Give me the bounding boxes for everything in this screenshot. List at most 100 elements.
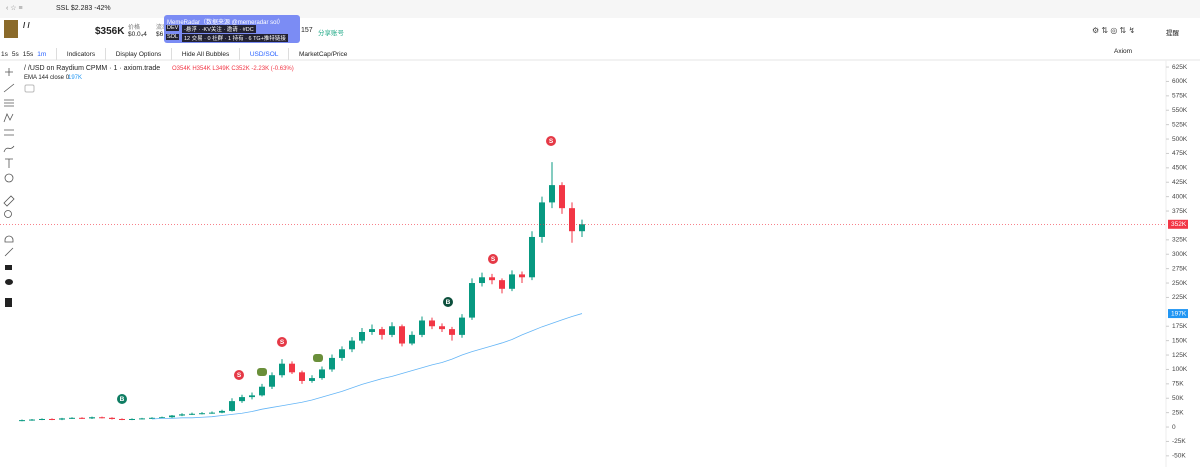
lock-drawing-tool[interactable] (4, 247, 14, 257)
text-tool[interactable] (5, 158, 13, 168)
y-tick-label: 575K (1172, 93, 1188, 100)
trade-bubble-label: S (280, 339, 285, 346)
header-icons: ⚙ ⇅ ◎ ⇅ ↯ (1092, 26, 1136, 35)
candle-body (289, 363, 295, 373)
candle-body (499, 280, 505, 289)
candle-body (249, 395, 255, 398)
interval[interactable]: 5s (11, 50, 19, 58)
candle-body (29, 419, 35, 421)
y-tick-label: 400K (1172, 193, 1188, 200)
collapse-button[interactable] (24, 84, 35, 93)
token-name: / / (23, 21, 30, 30)
chart-title: / /USD on Raydium CPMM · 1 · axiom.trade (24, 65, 161, 72)
mode-toggle[interactable]: MarketCap/Price (299, 50, 348, 58)
y-tick-label: 475K (1172, 150, 1188, 157)
zoom-tool[interactable] (4, 210, 12, 218)
interval[interactable]: 1m (37, 50, 47, 58)
header: / / $356K 价格 $0.0₄4 流动 $6 157 分享账号 ⚙ ⇅ ◎… (0, 18, 1200, 44)
y-tick-label: 525K (1172, 121, 1188, 128)
interval[interactable]: 1s (1, 50, 8, 58)
candle-body (399, 326, 405, 344)
y-tick-label: 75K (1172, 381, 1184, 388)
candle-body (19, 420, 25, 422)
candle-body (529, 236, 535, 278)
line-tool[interactable] (3, 83, 15, 93)
exchange-select[interactable]: Axiom (1114, 48, 1133, 55)
ema-legend: EMA 144 close 0 (24, 75, 70, 81)
candle-body (169, 415, 175, 418)
sol-badge: SOL (166, 34, 180, 40)
y-tick-label: 175K (1172, 323, 1188, 330)
alert-button[interactable]: 提醒 (1166, 30, 1179, 37)
last-price-label: 352K (1171, 221, 1187, 228)
candle-body (209, 412, 215, 414)
y-tick-label: 275K (1172, 265, 1188, 272)
user-bubble (257, 368, 267, 376)
candle-body (549, 185, 555, 203)
tab-title[interactable]: SSL $2.283 -42% (56, 5, 111, 12)
interval[interactable]: 15s (22, 50, 34, 58)
trade-bubble (488, 254, 498, 264)
trash-icon[interactable] (5, 298, 12, 307)
ruler-tool[interactable] (3, 195, 15, 207)
candle-body (79, 417, 85, 419)
liquidity: $6 (156, 31, 164, 38)
trade-bubble (117, 394, 127, 404)
y-tick-label: 375K (1172, 208, 1188, 215)
separator (239, 48, 241, 60)
projection-tool[interactable] (4, 129, 14, 136)
candle-body (59, 418, 65, 420)
share-button[interactable]: 分享账号 (318, 30, 344, 37)
brush-tool[interactable] (3, 145, 15, 153)
trade-bubble-label: B (120, 396, 125, 403)
candle-body (419, 320, 425, 335)
indicators-button[interactable]: Indicators (66, 50, 96, 58)
ema-line (151, 313, 583, 420)
y-tick-label: 425K (1172, 179, 1188, 186)
y-tick-label: 625K (1172, 64, 1188, 71)
eye-icon[interactable] (5, 279, 13, 285)
lock-icon[interactable] (5, 265, 12, 270)
y-tick-label: 25K (1172, 409, 1184, 416)
ema-value-box (1168, 309, 1188, 319)
dev-badge: DEV (166, 25, 180, 31)
candle-body (189, 413, 195, 415)
display-options-button[interactable]: Display Options (115, 50, 162, 58)
candle-body (269, 375, 275, 387)
y-tick-label: 550K (1172, 107, 1188, 114)
ema-value-label: 197K (1171, 310, 1187, 317)
price-label: 价格 (128, 25, 141, 31)
candle-body (219, 410, 225, 413)
hide-bubbles-button[interactable]: Hide All Bubbles (181, 50, 230, 58)
candle-body (579, 224, 585, 232)
candle-body (389, 326, 395, 335)
plot: 625K 600K 575K 550K 525K 500K 475K 450K 425K 400K… (0, 64, 1188, 460)
y-tick-label: 225K (1172, 294, 1188, 301)
candle-body (139, 418, 145, 420)
candle-body (39, 418, 45, 420)
intervals: 1s 5s 15s 1m Indicators Display Options Hid… (1, 48, 355, 60)
toolbar: 1s 5s 15s 1m Indicators Display Options Hid… (0, 46, 1200, 60)
crosshair-tool[interactable] (5, 68, 13, 76)
y-tick-label: -50K (1172, 453, 1186, 460)
emoji-tool[interactable] (4, 173, 14, 183)
candle-body (99, 417, 105, 419)
fib-tool[interactable] (4, 99, 14, 107)
candle-body (409, 334, 415, 344)
currency-toggle[interactable]: USD/SOL (249, 50, 279, 58)
y-tick-label: 450K (1172, 165, 1188, 172)
y-tick-label: 100K (1172, 366, 1188, 373)
pattern-tool[interactable] (3, 113, 14, 123)
user-bubble (313, 354, 323, 362)
candle-body (489, 277, 495, 281)
y-tick-label: 250K (1172, 280, 1188, 287)
candle-body (569, 208, 575, 232)
separator (56, 48, 58, 60)
browser-bar: ‹ ☆ ≡ SSL $2.283 -42% (0, 0, 1200, 18)
candle-body (199, 413, 205, 415)
candle-body (229, 401, 235, 411)
tool-icons (5, 265, 13, 307)
magnet-tool[interactable] (4, 235, 14, 243)
